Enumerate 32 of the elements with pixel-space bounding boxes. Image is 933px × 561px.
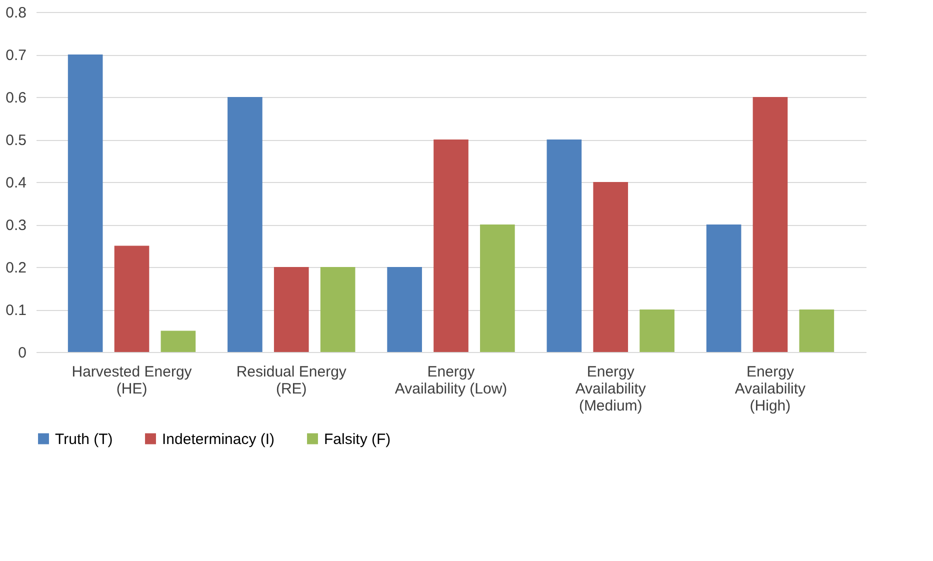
x-tick-label: Harvested Energy (HE) xyxy=(72,364,192,398)
legend-label: Indeterminacy (I) xyxy=(162,430,275,448)
bar xyxy=(546,140,582,352)
legend-label: Falsity (F) xyxy=(324,430,391,448)
bar xyxy=(114,246,150,352)
bar xyxy=(752,97,788,352)
y-tick-label: 0.6 xyxy=(6,90,26,106)
y-tick-label: 0.8 xyxy=(6,4,26,22)
bar xyxy=(228,97,262,352)
bar xyxy=(799,310,834,352)
x-tick-label: Energy Availability (Low) xyxy=(394,364,508,398)
y-tick-label: 0.7 xyxy=(6,47,26,64)
y-tick-label: 0 xyxy=(18,344,26,362)
x-tick-label: Residual Energy (RE) xyxy=(236,364,347,398)
legend-label: Truth (T) xyxy=(55,430,113,448)
bar xyxy=(706,224,742,352)
bar xyxy=(640,310,674,352)
y-tick-label: 0.5 xyxy=(6,132,26,149)
x-tick-label: Energy Availability (Medium) xyxy=(575,364,646,414)
bar xyxy=(593,182,628,352)
y-tick-label: 0.2 xyxy=(6,260,26,276)
bar xyxy=(160,330,196,352)
y-tick-label: 0.3 xyxy=(6,217,26,234)
x-tick-label: Energy Availability (High) xyxy=(734,364,806,414)
bar xyxy=(320,267,356,352)
bar xyxy=(434,140,468,352)
bar xyxy=(274,267,309,352)
y-tick-label: 0.1 xyxy=(6,302,26,319)
bar xyxy=(387,267,422,352)
y-tick-label: 0.4 xyxy=(6,174,26,192)
bar xyxy=(480,224,515,352)
bar xyxy=(68,54,103,352)
